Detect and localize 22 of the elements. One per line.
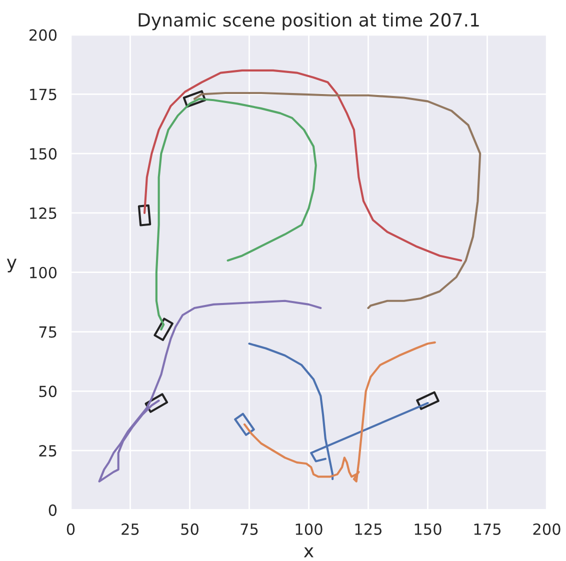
y-tick-label: 175 [30, 88, 56, 100]
x-axis-title: x [304, 547, 314, 558]
y-tick-label: 125 [30, 207, 56, 219]
x-tick-label: 100 [296, 523, 322, 535]
x-tick-label: 75 [240, 524, 258, 535]
y-tick-label: 75 [39, 326, 56, 338]
x-tick-label: 0 [66, 523, 75, 535]
x-tick-label: 50 [181, 523, 198, 535]
x-tick-label: 125 [355, 523, 382, 535]
x-tick-label: 150 [414, 523, 442, 535]
line-series [98, 300, 322, 482]
x-tick-label: 25 [122, 523, 139, 535]
y-tick-label: 200 [30, 29, 57, 41]
y-axis-title: y [6, 258, 17, 272]
x-tick-label: 200 [533, 523, 560, 535]
y-tick-label: 0 [48, 504, 57, 516]
y-tick-label: 100 [30, 266, 57, 278]
y-tick-label: 150 [30, 148, 57, 160]
y-tick-label: 50 [39, 386, 57, 398]
chart-title: Dynamic scene position at time 207.1 [138, 12, 479, 30]
x-tick-label: 175 [474, 524, 500, 535]
y-tick-label: 25 [39, 445, 56, 457]
